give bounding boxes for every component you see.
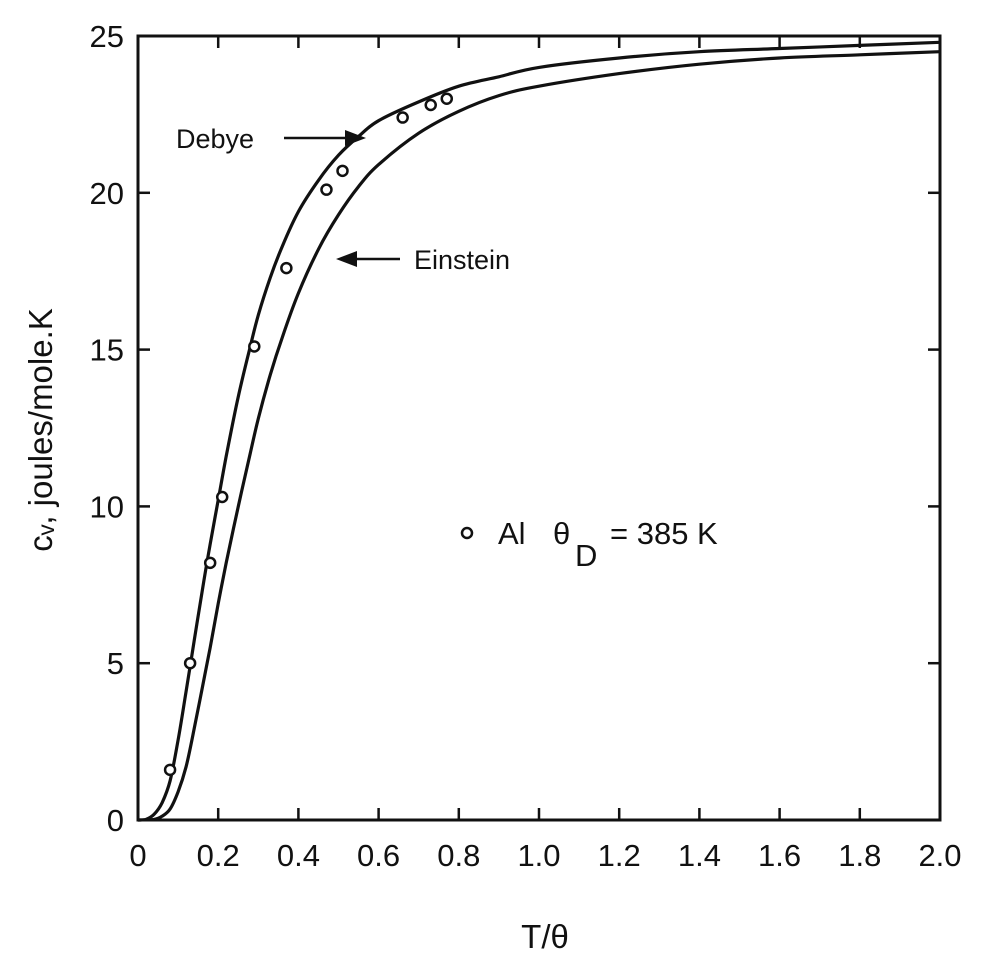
- x-tick-label: 0.6: [357, 838, 400, 873]
- data-point-al: [396, 111, 409, 124]
- y-tick-label: 10: [90, 489, 124, 524]
- data-point-al: [424, 98, 437, 112]
- x-tick-label: 1.4: [678, 838, 721, 873]
- annotation-einstein-label: Einstein: [414, 245, 510, 275]
- legend-theta-subscript: D: [575, 538, 597, 573]
- data-points: [163, 92, 454, 777]
- legend-theta-value: = 385 K: [610, 516, 718, 551]
- y-tick-label: 5: [107, 646, 124, 681]
- y-tick-label: 20: [90, 176, 124, 211]
- annotation-debye-label: Debye: [176, 124, 254, 154]
- data-point-al: [215, 490, 229, 504]
- x-tick-label: 1.8: [838, 838, 881, 873]
- data-point-al: [163, 763, 177, 777]
- data-point-al: [203, 556, 217, 570]
- x-tick-label: 2.0: [918, 838, 961, 873]
- data-point-al: [440, 92, 454, 105]
- x-tick-label: 0.4: [277, 838, 320, 873]
- legend-theta: θ: [553, 516, 570, 551]
- y-tick-label: 0: [107, 803, 124, 838]
- annotation-debye-arrowhead: [345, 130, 366, 146]
- x-tick-label: 1.2: [598, 838, 641, 873]
- x-axis-label: T/θ: [521, 918, 569, 955]
- series-line-debye: [137, 40, 941, 822]
- legend-series-name: Al: [498, 516, 526, 551]
- plot-frame: [136, 34, 942, 822]
- x-axis-ticks: 0 0.2 0.4 0.6 0.8 1.0 1.2 1.4 1.6 1.8 2.0: [129, 36, 962, 873]
- y-axis-label: cᵥ, joules/mole.K: [22, 308, 59, 552]
- y-tick-label: 15: [90, 333, 124, 368]
- data-point-al: [320, 183, 333, 196]
- x-tick-label: 1.6: [758, 838, 801, 873]
- x-tick-label: 1.0: [517, 838, 560, 873]
- series-line-einstein: [137, 50, 941, 822]
- y-tick-label: 25: [90, 19, 124, 54]
- x-tick-label: 0.2: [197, 838, 240, 873]
- annotation-debye: Debye: [176, 124, 366, 154]
- y-axis-ticks: 0 5 10 15 20 25: [90, 19, 940, 838]
- data-point-al: [336, 164, 349, 178]
- data-point-al: [183, 656, 197, 670]
- annotation-einstein: Einstein: [336, 245, 510, 275]
- series-lines: [137, 40, 941, 822]
- data-point-al: [280, 261, 293, 275]
- legend: Al θ D = 385 K: [460, 516, 718, 573]
- x-tick-label: 0.8: [437, 838, 480, 873]
- data-point-al: [248, 340, 261, 353]
- legend-marker: [460, 526, 474, 540]
- annotation-einstein-arrowhead: [336, 251, 357, 267]
- x-tick-label: 0: [129, 838, 146, 873]
